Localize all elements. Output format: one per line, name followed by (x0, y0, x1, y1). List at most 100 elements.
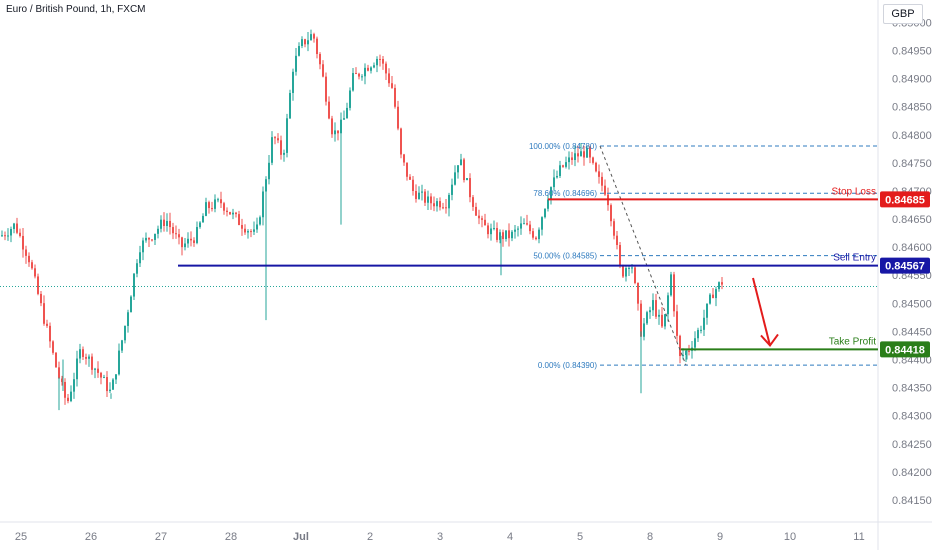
x-tick-label: 8 (647, 531, 653, 543)
candle-body (205, 202, 207, 216)
candle-body (133, 273, 135, 297)
candle-body (217, 199, 219, 201)
candle-body (85, 356, 87, 359)
candle-body (319, 54, 321, 65)
candle-body (661, 314, 663, 327)
candle-body (493, 228, 495, 230)
x-tick-label: 10 (784, 531, 796, 543)
candle-body (220, 199, 222, 204)
candle-body (550, 187, 552, 200)
candle-body (634, 267, 636, 283)
y-tick-label: 0.84900 (892, 74, 932, 86)
candle-body (136, 263, 138, 274)
candle-body (154, 233, 156, 240)
candle-body (658, 314, 660, 317)
candle-body (157, 228, 159, 234)
candle-body (235, 212, 237, 215)
candle-body (355, 73, 357, 75)
candle-body (103, 377, 105, 379)
y-tick-label: 0.84800 (892, 130, 932, 142)
level-price-label: 0.84685 (885, 194, 925, 206)
candle-body (181, 237, 183, 248)
candle-body (142, 240, 144, 253)
candle-body (487, 225, 489, 235)
candle-body (568, 157, 570, 163)
candle-body (250, 231, 252, 233)
candle-body (247, 231, 249, 233)
y-tick-label: 0.84250 (892, 439, 932, 451)
candle-body (226, 210, 228, 213)
candle-body (703, 317, 705, 330)
candle-body (292, 71, 294, 93)
candle-body (211, 208, 213, 210)
candle-body (610, 205, 612, 222)
candle-body (67, 397, 69, 402)
candle-body (700, 329, 702, 331)
candle-body (343, 118, 345, 120)
candle-body (412, 179, 414, 192)
candle-body (289, 92, 291, 119)
candle-body (166, 220, 168, 226)
candle-body (253, 229, 255, 232)
candle-body (190, 238, 192, 241)
candle-body (439, 201, 441, 208)
candle-body (46, 323, 48, 326)
candle-body (238, 214, 240, 226)
level-name-label: Sell Entry (833, 253, 876, 264)
candle-body (406, 162, 408, 177)
level-price-badge (880, 341, 930, 358)
candle-body (484, 219, 486, 226)
candle-body (277, 138, 279, 141)
candle-body (631, 267, 633, 269)
candle-body (628, 267, 630, 269)
candle-body (202, 215, 204, 223)
candle-body (505, 230, 507, 240)
candle-body (184, 243, 186, 248)
candle-body (115, 374, 117, 380)
candle-body (307, 40, 309, 45)
candle-body (331, 118, 333, 135)
candle-body (685, 350, 687, 355)
candle-body (709, 294, 711, 304)
candle-body (598, 171, 600, 177)
candle-body (595, 162, 597, 172)
candle-body (400, 128, 402, 155)
candle-body (466, 178, 468, 181)
candle-body (196, 227, 198, 243)
candle-body (295, 55, 297, 72)
candle-body (145, 237, 147, 241)
candle-body (118, 350, 120, 375)
candle-body (523, 223, 525, 225)
candle-body (37, 276, 39, 294)
candle-body (34, 268, 36, 277)
level-price-label: 0.84567 (885, 261, 925, 273)
candle-body (316, 38, 318, 55)
candle-body (613, 221, 615, 236)
candle-body (697, 329, 699, 339)
candle-body (553, 177, 555, 188)
candle-body (565, 162, 567, 167)
y-tick-label: 0.84150 (892, 495, 932, 507)
candle-body (193, 240, 195, 243)
candle-body (370, 67, 372, 71)
candle-body (58, 367, 60, 379)
x-tick-label: 3 (437, 531, 443, 543)
candle-body (139, 252, 141, 264)
candle-body (721, 282, 723, 285)
candle-body (364, 67, 366, 77)
candle-body (694, 338, 696, 348)
candle-body (79, 349, 81, 359)
y-tick-label: 0.84950 (892, 46, 932, 58)
candle-body (478, 215, 480, 219)
candle-body (463, 159, 465, 181)
level-price-badge (880, 191, 930, 208)
candle-body (667, 295, 669, 315)
candle-body (448, 194, 450, 209)
candle-body (274, 137, 276, 139)
currency-button[interactable]: GBP (883, 4, 923, 24)
candle-body (163, 219, 165, 226)
candle-body (49, 325, 51, 342)
candle-body (649, 310, 651, 313)
